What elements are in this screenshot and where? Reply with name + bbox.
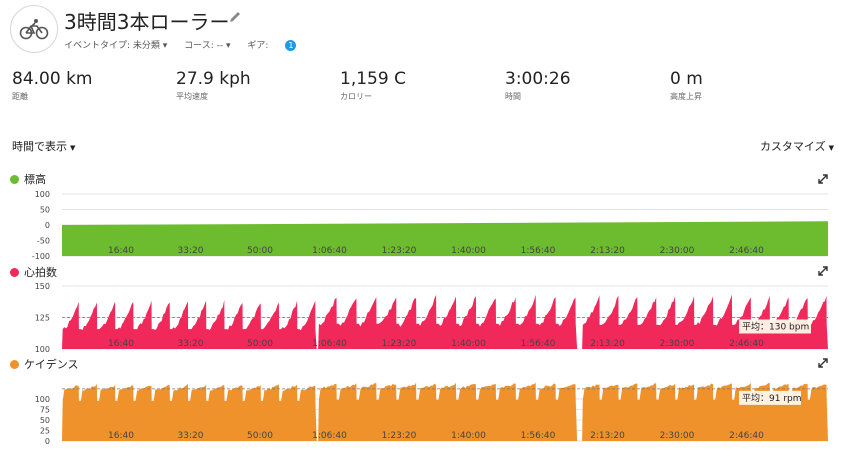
heart-rate-x-tick-label: 1:40:00: [451, 339, 486, 349]
stat-value: 0 m: [670, 69, 703, 89]
chevron-down-icon: ▼: [70, 144, 76, 152]
activity-meta: イベントタイプ: 未分類 ▾ コース: -- ▾ ギア: 1: [64, 38, 324, 51]
elevation-x-tick-label: 1:56:40: [521, 246, 556, 256]
heart-rate-y-tick-label: 150: [35, 282, 50, 291]
heart-rate-y-tick-label: 100: [35, 345, 50, 354]
heart-rate-area: [62, 294, 828, 349]
cadence-y-tick-label: 100: [35, 395, 50, 404]
heart-rate-legend-dot: [10, 267, 19, 277]
gear-label[interactable]: ギア: 1: [247, 40, 310, 51]
stat-label: 時間: [505, 92, 521, 101]
stat-calories: 1,159 C カロリー: [340, 69, 406, 102]
elevation-x-tick-label: 2:46:40: [729, 246, 764, 256]
elevation-x-tick-label: 33:20: [178, 246, 204, 256]
customize-label: カスタマイズ: [759, 140, 826, 153]
cadence-y-tick-label: 75: [40, 406, 50, 415]
cadence-header: ケイデンス: [10, 356, 79, 372]
heart-rate-x-tick-label: 33:20: [178, 339, 204, 349]
cadence-average-box: [739, 390, 801, 405]
gear-label-text: ギア:: [247, 41, 269, 51]
cadence-x-tick-label: 1:23:20: [382, 431, 417, 441]
stat-distance: 84.00 km 距離: [12, 69, 92, 102]
cadence-legend-dot: [10, 359, 19, 369]
cadence-x-tick-label: 1:40:00: [451, 431, 486, 441]
view-by-dropdown[interactable]: 時間で表示 ▼: [12, 138, 75, 154]
stat-value: 27.9 kph: [176, 69, 251, 89]
elevation-header: 標高: [10, 171, 46, 187]
heart-rate-x-tick-label: 1:56:40: [521, 339, 556, 349]
heart-rate-x-tick-label: 50:00: [247, 339, 273, 349]
heart-rate-y-tick-label: 125: [35, 314, 50, 323]
view-by-label: 時間で表示: [12, 140, 67, 153]
expand-icon[interactable]: [818, 358, 828, 368]
gear-count-badge[interactable]: 1: [285, 40, 297, 51]
bicycle-icon: [19, 19, 49, 40]
elevation-y-tick-label: -50: [37, 237, 50, 246]
cadence-x-tick-label: 16:40: [108, 431, 134, 441]
customize-dropdown[interactable]: カスタマイズ ▼: [760, 138, 834, 154]
elevation-x-tick-label: 1:23:20: [382, 246, 417, 256]
cadence-x-tick-label: 1:06:40: [312, 431, 347, 441]
activity-title[interactable]: 3時間3本ローラー: [64, 10, 230, 34]
stat-label: カロリー: [340, 92, 372, 101]
stat-value: 84.00 km: [12, 69, 93, 89]
stat-elevation-gain: 0 m 高度上昇: [670, 69, 703, 102]
cadence-area: [62, 382, 828, 441]
elevation-y-tick-label: -100: [32, 252, 50, 261]
heart-rate-x-tick-label: 16:40: [108, 339, 134, 349]
expand-icon[interactable]: [818, 266, 828, 276]
course-dropdown[interactable]: コース: -- ▾: [184, 41, 231, 51]
heart-rate-average-label: 平均：130 bpm: [742, 321, 809, 333]
elevation-legend-dot: [10, 174, 19, 184]
cadence-x-tick-label: 2:46:40: [729, 431, 764, 441]
heart-rate-x-tick-label: 1:23:20: [382, 339, 417, 349]
cadence-y-tick-label: 25: [40, 427, 50, 436]
edit-pencil-icon[interactable]: [228, 10, 242, 24]
stat-label: 距離: [12, 92, 28, 101]
heart-rate-average-box: [739, 319, 811, 334]
cadence-x-tick-label: 1:56:40: [521, 431, 556, 441]
elevation-x-tick-label: 16:40: [108, 246, 134, 256]
activity-avatar: [10, 5, 58, 53]
cadence-title: ケイデンス: [24, 358, 79, 371]
cadence-x-tick-label: 33:20: [178, 431, 204, 441]
event-type-dropdown[interactable]: イベントタイプ: 未分類 ▾: [64, 41, 168, 51]
stat-time: 3:00:26 時間: [505, 69, 571, 102]
stat-avg-speed: 27.9 kph 平均速度: [176, 69, 251, 102]
expand-icon[interactable]: [818, 174, 828, 184]
stat-label: 平均速度: [176, 92, 208, 101]
cadence-average-label: 平均：91 rpm: [742, 392, 802, 404]
heart-rate-x-tick-label: 2:30:00: [660, 339, 695, 349]
elevation-area: [62, 221, 828, 256]
heart-rate-x-tick-label: 1:06:40: [312, 339, 347, 349]
elevation-x-tick-label: 1:06:40: [312, 246, 347, 256]
cadence-y-tick-label: 0: [45, 437, 50, 446]
heart-rate-x-tick-label: 2:13:20: [590, 339, 625, 349]
cadence-y-tick-label: 50: [40, 416, 50, 425]
heart-rate-x-tick-label: 2:46:40: [729, 339, 764, 349]
elevation-x-tick-label: 2:30:00: [660, 246, 695, 256]
elevation-y-tick-label: 0: [45, 221, 50, 230]
heart-rate-header: 心拍数: [10, 264, 57, 280]
stat-value: 1,159 C: [340, 69, 406, 89]
heart-rate-title: 心拍数: [24, 266, 57, 279]
elevation-x-tick-label: 1:40:00: [451, 246, 486, 256]
elevation-y-tick-label: 50: [40, 206, 50, 215]
elevation-y-tick-label: 100: [35, 190, 50, 199]
elevation-title: 標高: [24, 173, 46, 186]
elevation-x-tick-label: 2:13:20: [590, 246, 625, 256]
stat-value: 3:00:26: [505, 69, 571, 89]
stat-label: 高度上昇: [670, 92, 702, 101]
cadence-x-tick-label: 50:00: [247, 431, 273, 441]
elevation-x-tick-label: 50:00: [247, 246, 273, 256]
chevron-down-icon: ▼: [828, 144, 834, 152]
cadence-x-tick-label: 2:30:00: [660, 431, 695, 441]
cadence-x-tick-label: 2:13:20: [590, 431, 625, 441]
